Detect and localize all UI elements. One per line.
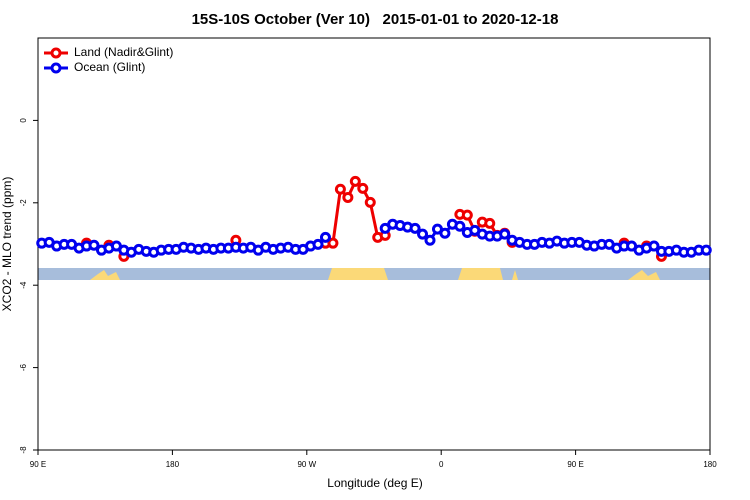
- data-point: [499, 228, 511, 240]
- land-area: [628, 270, 660, 280]
- x-tick-label: 180: [166, 460, 180, 469]
- data-point: [327, 237, 339, 249]
- x-tick-label: 90 W: [297, 460, 316, 469]
- y-tick-label: -2: [19, 199, 28, 207]
- land-area: [512, 270, 518, 280]
- y-tick-label: -8: [19, 446, 28, 454]
- y-tick-label: -6: [19, 363, 28, 371]
- data-point: [342, 191, 354, 203]
- data-point: [349, 175, 361, 187]
- legend-marker: [50, 47, 62, 59]
- land-mask: [38, 268, 710, 280]
- data-point: [700, 244, 712, 256]
- land-area: [328, 268, 388, 280]
- data-point: [484, 217, 496, 229]
- data-point: [424, 234, 436, 246]
- data-point: [364, 196, 376, 208]
- data-point: [454, 220, 466, 232]
- data-point: [648, 240, 660, 252]
- y-tick-label: -4: [19, 281, 28, 289]
- data-point: [334, 183, 346, 195]
- chart-title: 15S-10S October (Ver 10) 2015-01-01 to 2…: [192, 11, 559, 28]
- x-axis-label: Longitude (deg E): [327, 476, 422, 490]
- land-area: [458, 268, 503, 280]
- x-tick-label: 180: [703, 460, 717, 469]
- legend-marker: [50, 62, 62, 74]
- land-area: [90, 270, 120, 280]
- data-point: [417, 228, 429, 240]
- data-point: [461, 209, 473, 221]
- legend-label: Land (Nadir&Glint): [74, 45, 173, 59]
- data-point: [409, 222, 421, 234]
- data-point: [319, 231, 331, 243]
- legend-label: Ocean (Glint): [74, 60, 145, 74]
- x-tick-label: 90 E: [567, 460, 583, 469]
- data-point: [88, 239, 100, 251]
- x-tick-label: 90 E: [30, 460, 46, 469]
- data-point: [439, 227, 451, 239]
- data-point: [357, 182, 369, 194]
- data-point: [312, 238, 324, 250]
- y-tick-label: 0: [19, 118, 28, 123]
- x-tick-label: 0: [439, 460, 444, 469]
- y-axis-label: XCO2 - MLO trend (ppm): [0, 177, 14, 312]
